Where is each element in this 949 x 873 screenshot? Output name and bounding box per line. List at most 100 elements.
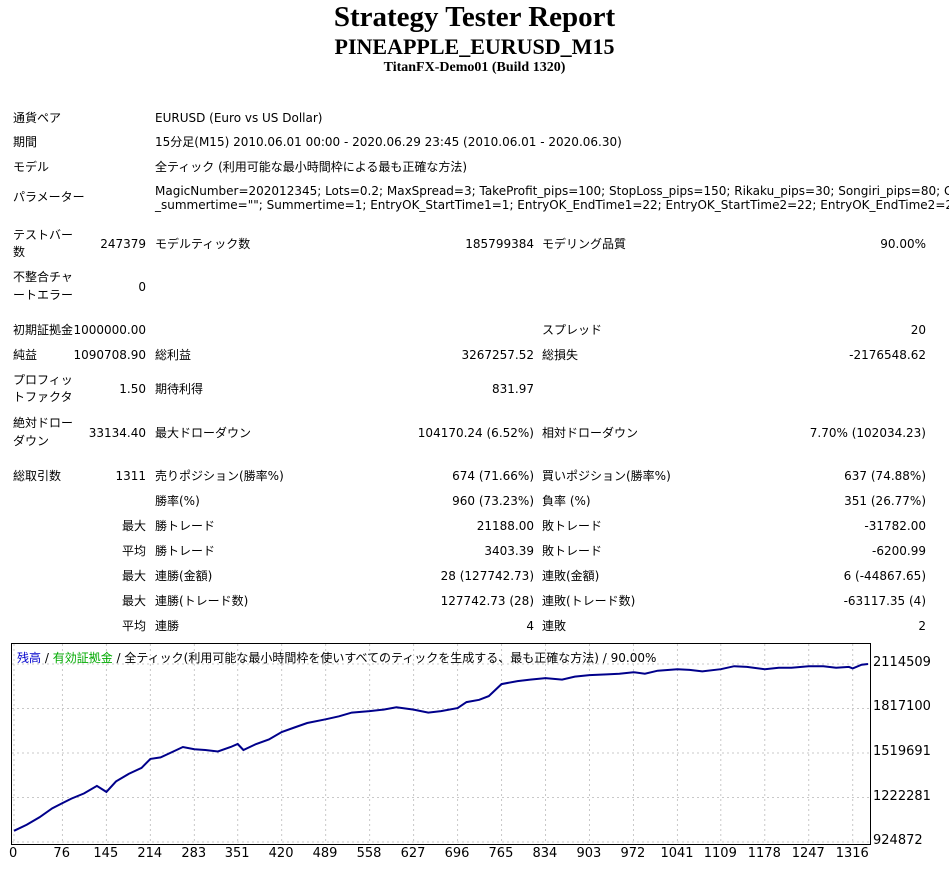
x-tick-label: 214: [137, 846, 163, 861]
model-value: 全ティック (利用可能な最小時間枠による最も正確な方法): [155, 160, 468, 174]
spread-label: スプレッド: [542, 323, 603, 337]
avg-label-2: 平均: [122, 619, 147, 633]
avg-consec-losses-value: 2: [918, 619, 926, 633]
max-consec-loss-label: 連敗(トレード数): [542, 594, 636, 608]
mismatch-label-2: ートエラー: [13, 288, 74, 302]
largest-loss-value: -31782.00: [864, 519, 926, 533]
avg-win-value: 3403.39: [484, 544, 534, 558]
pair-value: EURUSD (Euro vs US Dollar): [155, 111, 323, 125]
loss-rate-value: 351 (26.77%): [844, 494, 926, 508]
avg-label-1: 平均: [122, 544, 147, 558]
x-tick-label: 1041: [660, 846, 694, 861]
gross-profit-label: 総利益: [155, 348, 192, 362]
short-label: 売りポジション(勝率%): [155, 469, 284, 483]
max-label-2: 最大: [122, 569, 147, 583]
avg-loss-label: 敗トレード: [542, 544, 603, 558]
x-tick-label: 1109: [703, 846, 737, 861]
gross-loss-value: -2176548.62: [849, 348, 926, 362]
params-line-1: MagicNumber=202012345; Lots=0.2; MaxSpre…: [155, 184, 949, 198]
x-tick-label: 145: [93, 846, 119, 861]
x-tick-label: 283: [181, 846, 207, 861]
x-tick-label: 1247: [791, 846, 825, 861]
expected-value: 831.97: [492, 382, 534, 396]
ticks-value: 185799384: [465, 237, 534, 251]
largest-win-value: 21188.00: [476, 519, 534, 533]
params-label: パラメーター: [13, 190, 85, 204]
max-consec-loss-value: -63117.35 (4): [843, 594, 926, 608]
y-tick-label: 2114509: [873, 655, 931, 670]
x-tick-label: 558: [356, 846, 382, 861]
quality-value: 90.00%: [880, 237, 926, 251]
mismatch-label-1: 不整合チャ: [13, 270, 73, 284]
expected-label: 期待利得: [155, 382, 204, 396]
legend-model: 全ティック(利用可能な最小時間枠を使いすべてのティックを生成する、最も正確な方法…: [124, 651, 657, 665]
max-consec-profit-label: 連勝(トレード数): [155, 594, 249, 608]
deposit-value: 1000000.00: [73, 323, 146, 337]
net-label: 純益: [13, 348, 38, 362]
max-dd-label: 最大ドローダウン: [155, 426, 252, 440]
mismatch-value: 0: [138, 280, 146, 294]
max-dd-value: 104170.24 (6.52%): [417, 426, 534, 440]
long-label: 買いポジション(勝率%): [542, 469, 671, 483]
net-value: 1090708.90: [73, 348, 146, 362]
report-build: TitanFX-Demo01 (Build 1320): [383, 60, 566, 75]
pf-label-1: プロフィッ: [13, 373, 73, 387]
bars-label-2: 数: [13, 245, 26, 259]
avg-consec-losses-label: 連敗: [542, 619, 567, 633]
gross-loss-label: 総損失: [542, 348, 579, 362]
legend-sep-1: /: [41, 651, 53, 665]
max-label-3: 最大: [122, 594, 147, 608]
avg-win-label: 勝トレード: [155, 544, 216, 558]
x-tick-label: 903: [576, 846, 602, 861]
x-tick-label: 834: [532, 846, 558, 861]
long-value: 637 (74.88%): [844, 469, 926, 483]
max-label-1: 最大: [122, 519, 147, 533]
pf-value: 1.50: [119, 382, 146, 396]
abs-dd-value: 33134.40: [88, 426, 146, 440]
legend-equity: 有効証拠金: [52, 651, 113, 665]
avg-consec-wins-label: 連勝: [155, 619, 180, 633]
abs-dd-label-1: 絶対ドロー: [13, 416, 74, 430]
y-tick-label: 1222281: [873, 788, 931, 804]
max-consec-wins-value: 28 (127742.73): [440, 569, 534, 583]
report-title: Strategy Tester Report: [333, 1, 616, 33]
abs-dd-label-2: ダウン: [13, 434, 50, 448]
ticks-label: モデルティック数: [155, 237, 251, 251]
short-value: 674 (71.66%): [452, 469, 534, 483]
loss-rate-label: 負率 (%): [542, 494, 591, 508]
bars-label-1: テストバー: [13, 228, 74, 242]
x-tick-label: 351: [224, 846, 250, 861]
x-tick-label: 972: [620, 846, 646, 861]
pf-label-2: トファクタ: [13, 390, 73, 404]
x-tick-label: 76: [53, 846, 70, 861]
params-line-2: _summertime=""; Summertime=1; EntryOK_St…: [155, 198, 949, 212]
x-tick-label: 0: [9, 846, 18, 861]
y-tick-label: 924872: [873, 833, 923, 848]
period-label: 期間: [13, 135, 38, 149]
deposit-label: 初期証拠金: [13, 323, 74, 337]
win-rate-value: 960 (73.23%): [452, 494, 534, 508]
max-consec-losses-label: 連敗(金額): [542, 569, 600, 583]
x-tick-label: 765: [488, 846, 514, 861]
balance-chart-svg: [12, 644, 870, 844]
pair-label: 通貨ペア: [13, 111, 62, 125]
rel-dd-label: 相対ドローダウン: [542, 426, 639, 440]
total-trades-value: 1311: [115, 469, 146, 483]
gross-profit-value: 3267257.52: [461, 348, 534, 362]
balance-series-line: [13, 663, 869, 832]
balance-chart: [11, 643, 871, 845]
model-label: モデル: [13, 160, 50, 174]
x-tick-label: 1316: [835, 846, 869, 861]
avg-consec-wins-value: 4: [526, 619, 534, 633]
chart-legend: 残高 / 有効証拠金 / 全ティック(利用可能な最小時間枠を使いすべてのティック…: [17, 649, 656, 666]
y-tick-label: 1519691: [873, 743, 931, 759]
max-consec-wins-label: 連勝(金額): [155, 569, 213, 583]
x-tick-label: 1178: [747, 846, 781, 861]
quality-label: モデリング品質: [542, 237, 627, 251]
legend-balance: 残高: [17, 651, 42, 665]
max-consec-losses-value: 6 (-44867.65): [843, 569, 926, 583]
largest-win-label: 勝トレード: [155, 519, 216, 533]
report-subtitle: PINEAPPLE_EURUSD_M15: [334, 34, 615, 59]
win-rate-label: 勝率(%): [155, 494, 200, 508]
period-value: 15分足(M15) 2010.06.01 00:00 - 2020.06.29 …: [155, 135, 622, 149]
